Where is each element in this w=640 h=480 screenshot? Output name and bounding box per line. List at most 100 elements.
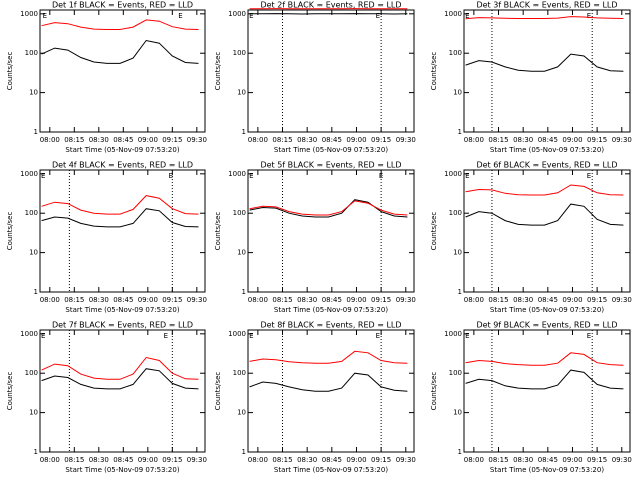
y-tick-label: 1 [242,448,246,456]
x-tick-label: 08:00 [248,456,268,464]
plot-frame [463,329,631,453]
x-tick-label: 09:00 [562,136,582,144]
y-tick-label: 1 [242,288,246,296]
x-tick-label: 09:30 [396,456,416,464]
x-axis-label: Start Time (05-Nov-09 07:53:20) [490,146,604,154]
x-tick-label: 09:15 [587,136,607,144]
x-tick-label: 09:15 [162,456,182,464]
x-tick-label: 09:30 [612,456,632,464]
chart-title: Det 1f BLACK = Events, RED = LLD [52,1,193,10]
x-tick-label: 08:45 [113,136,133,144]
y-tick-label: 100 [449,369,462,377]
x-axis-label: Start Time (05-Nov-09 07:53:20) [274,306,388,314]
x-tick-label: 08:15 [488,296,508,304]
y-tick-label: 1000 [20,330,38,338]
y-tick-label: 10 [29,89,38,97]
y-tick-label: 1 [34,288,38,296]
x-tick-label: 09:30 [396,296,416,304]
y-axis-label: Counts/sec [6,52,14,91]
y-tick-label: 10 [453,409,462,417]
y-tick-label: 100 [233,209,246,217]
x-tick-label: 08:45 [538,296,558,304]
series-line [465,53,624,72]
x-tick-label: 08:30 [89,136,109,144]
x-tick-label: 08:00 [464,296,484,304]
y-tick-label: 1000 [444,170,462,178]
series-line [249,199,408,218]
chart-title: Det 5f BLACK = Events, RED = LLD [260,161,401,170]
x-axis-label: Start Time (05-Nov-09 07:53:20) [490,306,604,314]
plot-frame [39,9,206,133]
plot-frame [39,169,206,293]
series-line [249,372,408,392]
y-tick-label: 100 [233,369,246,377]
x-tick-label: 08:45 [322,296,342,304]
chart-title: Det 4f BLACK = Events, RED = LLD [52,161,193,170]
annotation: E [376,12,380,20]
series-line [249,350,408,364]
chart-title: Det 7f BLACK = Events, RED = LLD [52,321,193,330]
plot-frame [39,329,206,453]
y-tick-label: 1 [458,128,462,136]
x-axis-label: Start Time (05-Nov-09 07:53:20) [65,146,179,154]
chart-title: Det 9f BLACK = Events, RED = LLD [476,321,617,330]
x-tick-label: 08:15 [488,456,508,464]
y-tick-label: 1000 [20,170,38,178]
x-axis-label: Start Time (05-Nov-09 07:53:20) [65,306,179,314]
x-tick-label: 09:00 [346,136,366,144]
annotation: E [43,12,47,20]
x-tick-label: 09:15 [371,296,391,304]
series-line [41,368,199,390]
x-tick-label: 08:00 [464,456,484,464]
x-tick-label: 09:15 [587,456,607,464]
y-tick-label: 100 [449,209,462,217]
series-line [41,19,199,30]
x-tick-label: 08:45 [113,296,133,304]
annotation: E [587,332,591,340]
x-tick-label: 09:00 [138,456,158,464]
x-tick-label: 08:15 [488,136,508,144]
y-tick-label: 10 [29,249,38,257]
series-line [41,39,199,64]
annotation: E [379,172,383,180]
annotation: E [249,332,253,340]
series-line [465,203,624,226]
y-tick-label: 10 [453,249,462,257]
x-tick-label: 09:30 [612,136,632,144]
chart-title: Det 2f BLACK = Events, RED = LLD [260,1,401,10]
x-axis-label: Start Time (05-Nov-09 07:53:20) [65,466,179,474]
y-tick-label: 10 [237,409,246,417]
x-tick-label: 08:30 [297,136,317,144]
plot-frame [247,9,415,133]
y-tick-label: 10 [453,89,462,97]
y-tick-label: 10 [237,249,246,257]
plot-frame [247,329,415,453]
x-tick-label: 09:15 [162,136,182,144]
series-line [465,16,624,20]
y-axis-label: Counts/sec [430,372,438,411]
x-tick-label: 08:00 [248,136,268,144]
x-axis-label: Start Time (05-Nov-09 07:53:20) [274,466,388,474]
annotation: E [249,12,253,20]
x-axis-label: Start Time (05-Nov-09 07:53:20) [490,466,604,474]
y-tick-label: 1000 [444,10,462,18]
x-tick-label: 09:00 [562,456,582,464]
x-tick-label: 08:15 [64,136,84,144]
series-line [249,200,408,216]
y-axis-label: Counts/sec [214,372,222,411]
x-tick-label: 09:30 [187,456,207,464]
annotation: E [168,172,172,180]
x-tick-label: 08:45 [538,456,558,464]
y-tick-label: 1000 [228,170,246,178]
x-tick-label: 08:15 [64,296,84,304]
x-tick-label: 08:00 [40,296,60,304]
annotation: E [587,172,591,180]
chart-title: Det 6f BLACK = Events, RED = LLD [476,161,617,170]
y-tick-label: 100 [25,49,38,57]
plot-frame [463,169,631,293]
x-tick-label: 09:30 [396,136,416,144]
x-tick-label: 09:15 [371,456,391,464]
annotation: E [465,172,469,180]
annotation: E [465,12,469,20]
x-tick-label: 08:30 [513,456,533,464]
